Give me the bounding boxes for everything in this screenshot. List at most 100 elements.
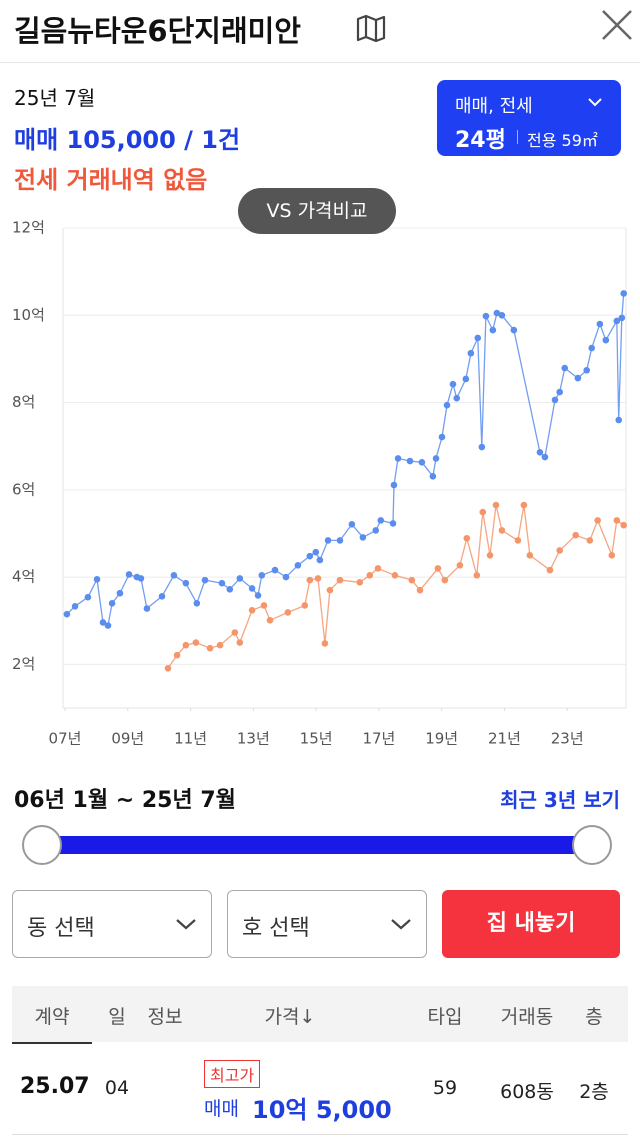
data-point <box>389 520 397 527</box>
range-handle-start[interactable] <box>22 825 62 865</box>
x-tick-label: 13년 <box>237 730 270 748</box>
row-divider <box>12 1134 628 1135</box>
divider <box>0 62 640 63</box>
building: 608동 <box>500 1081 554 1103</box>
data-point <box>556 388 563 396</box>
data-point <box>613 517 621 524</box>
data-point <box>258 572 266 579</box>
data-point <box>510 326 518 334</box>
series-line <box>66 293 625 627</box>
data-point <box>201 576 209 584</box>
y-tick-label: 4억 <box>12 568 35 586</box>
data-point <box>429 472 437 480</box>
x-tick-label: 23년 <box>551 730 584 748</box>
data-point <box>173 651 181 659</box>
data-point <box>416 586 424 594</box>
data-point <box>474 334 482 342</box>
data-point <box>478 443 486 451</box>
data-point <box>586 537 594 544</box>
floor: 2층 <box>579 1081 609 1103</box>
data-point <box>216 641 224 649</box>
data-point <box>104 622 112 629</box>
data-point <box>418 459 426 466</box>
data-point <box>301 602 309 609</box>
data-point <box>182 579 190 587</box>
data-point <box>572 531 579 539</box>
data-point <box>143 605 151 612</box>
data-point <box>71 603 79 610</box>
data-point <box>336 537 344 544</box>
data-point <box>294 562 302 569</box>
data-point <box>551 396 559 404</box>
close-button[interactable] <box>600 8 634 42</box>
data-point <box>170 572 178 579</box>
data-point <box>467 349 475 357</box>
data-point <box>372 527 380 534</box>
badge: 최고가 <box>204 1060 261 1088</box>
data-point <box>377 517 385 524</box>
data-point <box>588 344 596 352</box>
data-point <box>561 364 569 372</box>
data-point <box>93 575 101 583</box>
data-point <box>254 592 262 599</box>
data-point <box>99 619 107 626</box>
data-point <box>526 551 534 559</box>
data-point <box>441 576 449 584</box>
data-point <box>137 575 145 582</box>
data-point <box>366 572 374 579</box>
page-title: 길음뉴타운6단지래미안 <box>14 14 301 48</box>
range-track <box>42 836 592 854</box>
data-point <box>284 609 292 616</box>
column-header[interactable]: 가격↓ <box>264 1006 316 1028</box>
data-point <box>312 548 320 556</box>
range-handle-end[interactable] <box>572 825 612 865</box>
data-point <box>493 309 501 317</box>
data-point <box>314 575 322 582</box>
data-point <box>498 311 506 319</box>
data-point <box>613 317 621 325</box>
data-point <box>390 481 398 489</box>
column-header: 타입 <box>427 1006 463 1028</box>
series-line <box>167 504 625 669</box>
type-selector[interactable]: 매매, 전세 24평 전용 59㎡ <box>437 80 621 156</box>
data-point <box>615 416 622 424</box>
map-icon[interactable] <box>356 14 386 42</box>
period: 25년 7월 <box>14 86 96 110</box>
chart: 2억 4억 6억 8억 10억 12억 07년 09년 11년 13년 15년 17년 19년 21년 23… <box>12 219 628 748</box>
data-point <box>248 585 256 592</box>
y-tick-label: 2억 <box>12 655 35 673</box>
chevron <box>176 919 196 930</box>
recent-button[interactable]: 최근 3년 보기 <box>500 788 620 812</box>
area: 전용 59㎡ <box>527 131 598 150</box>
list-house-button[interactable]: 집 내놓기 <box>442 890 620 958</box>
data-point <box>326 586 334 594</box>
data-point <box>394 455 402 462</box>
data-point <box>596 320 604 328</box>
data-point <box>316 556 324 564</box>
column-header: 정보 <box>147 1006 183 1028</box>
x-tick-label: 17년 <box>362 730 395 748</box>
data-point <box>486 551 494 559</box>
size: 24평 <box>455 128 506 153</box>
data-point <box>620 521 628 529</box>
x-tick-label: 09년 <box>111 730 144 748</box>
data-point <box>520 501 528 509</box>
contract-date: 25.07 <box>20 1074 90 1099</box>
y-tick-label: 12억 <box>12 219 45 237</box>
data-point <box>164 664 172 672</box>
data-point <box>489 326 497 334</box>
x-tick-label: 11년 <box>174 730 207 748</box>
data-point <box>482 312 490 320</box>
data-point <box>63 610 71 618</box>
data-point <box>226 586 234 593</box>
column-header: 거래동 <box>500 1006 554 1028</box>
data-point <box>620 290 628 297</box>
data-point <box>406 457 414 465</box>
ho-select[interactable]: 호 선택 <box>227 890 427 958</box>
data-point <box>541 453 549 461</box>
dong-select[interactable]: 동 선택 <box>12 890 212 958</box>
data-point <box>574 374 582 382</box>
data-point <box>248 606 256 614</box>
separator <box>517 130 518 144</box>
compare-button[interactable]: VS 가격비교 <box>238 188 396 234</box>
